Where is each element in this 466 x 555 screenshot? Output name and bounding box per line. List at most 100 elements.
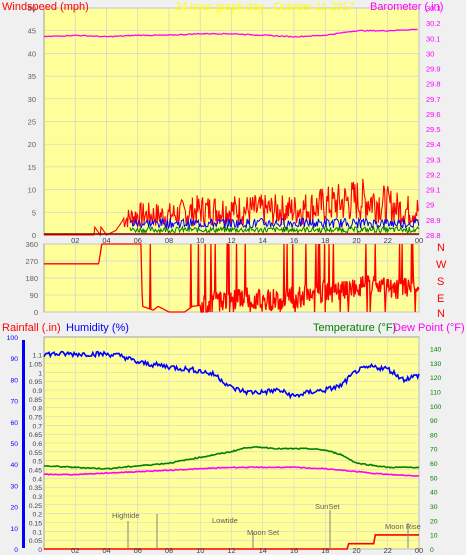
humidity-tick-label: 30 xyxy=(10,483,18,490)
rainfall-tick-label: 0.05 xyxy=(29,538,42,545)
rainfall-tick-label: 0.45 xyxy=(29,468,42,475)
barometer-tick-label: 29.1 xyxy=(426,186,441,195)
climate-x-tick-label: 06 xyxy=(134,546,142,555)
wind-x-tick-label: 04 xyxy=(102,236,110,245)
direction-letter-n-bottom: N xyxy=(437,308,445,320)
rainfall-tick-label: 0.75 xyxy=(29,415,42,422)
humidity-axis-label: Humidity (%) xyxy=(66,322,129,334)
temperature-axis-label: Temperature (°F) xyxy=(313,322,396,334)
rainfall-tick-label: 0.3 xyxy=(33,494,43,501)
rainfall-tick-label: 0.8 xyxy=(33,406,43,413)
climate-ticks: 0 0.05 0.10.15 0.2 0.25 0.3 0.35 0.40.45 0.5 0.55… xyxy=(7,335,442,555)
humidity-tick-label: 10 xyxy=(10,526,18,533)
barometer-tick-label: 30.1 xyxy=(426,34,441,43)
barometer-tick-label: 29.2 xyxy=(426,170,441,179)
rainfall-tick-label: 0.6 xyxy=(33,441,43,448)
windspeed-tick-label: 40 xyxy=(28,49,36,58)
windspeed-line xyxy=(44,178,419,237)
direction-tick-label: 180 xyxy=(25,274,38,283)
barometer-tick-label: 30.3 xyxy=(426,4,441,13)
humidity-tick-label: 70 xyxy=(10,399,18,406)
rainfall-axis-label: Rainfall (.in) xyxy=(2,322,61,334)
barometer-tick-label: 29.4 xyxy=(426,140,441,149)
temperature-tick-label: 130 xyxy=(430,361,442,368)
rainfall-tick-label: 0.25 xyxy=(29,503,42,510)
wind-x-tick-label: 00 xyxy=(415,236,423,245)
barometer-tick-label: 30 xyxy=(426,49,434,58)
rainfall-line xyxy=(44,534,419,550)
lowtide-label: Lowtide xyxy=(212,516,238,525)
humidity-tick-label: 80 xyxy=(10,377,18,384)
barometer-tick-label: 29.7 xyxy=(426,95,441,104)
wind-x-tick-label: 12 xyxy=(227,236,235,245)
wind-x-tick-label: 22 xyxy=(384,236,392,245)
climate-x-tick-label: 16 xyxy=(290,546,298,555)
wind-direction-line xyxy=(44,243,420,313)
wind-x-tick-label: 14 xyxy=(259,236,267,245)
direction-letter-s: S xyxy=(437,276,444,288)
chart-title: 24 hour graph day : October 11 2017 xyxy=(175,1,355,13)
humidity-tick-label: 40 xyxy=(10,462,18,469)
windspeed-tick-label: 20 xyxy=(28,140,36,149)
rainfall-tick-label: 0.4 xyxy=(33,476,43,483)
barometer-tick-label: 29.9 xyxy=(426,65,441,74)
wind-x-tick-label: 18 xyxy=(321,236,329,245)
rainfall-tick-label: 0 xyxy=(38,547,42,554)
temperature-tick-label: 120 xyxy=(430,375,442,382)
windspeed-tick-label: 35 xyxy=(28,72,36,81)
direction-letter-n-top: N xyxy=(437,242,445,254)
moonrise-label: Moon Rise xyxy=(385,522,421,531)
rainfall-tick-label: 0.55 xyxy=(29,450,42,457)
wind-x-tick-label: 10 xyxy=(196,236,204,245)
temperature-tick-label: 40 xyxy=(430,490,438,497)
humidity-axis-bar xyxy=(22,340,25,548)
barometer-tick-label: 29.6 xyxy=(426,110,441,119)
temperature-tick-label: 140 xyxy=(430,346,442,353)
temperature-tick-label: 10 xyxy=(430,533,438,540)
temperature-tick-label: 100 xyxy=(430,404,442,411)
temperature-tick-label: 50 xyxy=(430,475,438,482)
windspeed-tick-label: 45 xyxy=(28,27,36,36)
direction-marks xyxy=(44,243,420,313)
barometer-tick-label: 30.2 xyxy=(426,19,441,28)
rainfall-tick-label: 0.95 xyxy=(29,379,42,386)
windspeed-tick-label: 50 xyxy=(28,4,36,13)
hightide-label: Hightide xyxy=(112,511,140,520)
temperature-tick-label: 30 xyxy=(430,504,438,511)
wind-avg-line xyxy=(129,216,420,230)
humidity-line xyxy=(43,350,420,400)
wind-baro-marks xyxy=(43,28,420,237)
climate-x-tick-label: 12 xyxy=(227,546,235,555)
rainfall-tick-label: 0.5 xyxy=(33,459,43,466)
barometer-line xyxy=(43,28,418,38)
temperature-tick-label: 0 xyxy=(430,547,434,554)
rainfall-tick-label: 1.05 xyxy=(29,362,42,369)
temperature-tick-label: 20 xyxy=(430,518,438,525)
humidity-tick-label: 20 xyxy=(10,505,18,512)
rainfall-tick-label: 1.1 xyxy=(33,353,43,360)
direction-letter-w: W xyxy=(436,259,447,271)
windspeed-tick-label: 30 xyxy=(28,95,36,104)
dewpoint-line xyxy=(43,466,420,477)
direction-letter-e: E xyxy=(437,293,444,305)
windspeed-tick-label: 5 xyxy=(32,208,36,217)
humidity-tick-label: 90 xyxy=(10,356,18,363)
wind-low-line xyxy=(129,225,420,235)
climate-x-tick-label: 14 xyxy=(259,546,267,555)
direction-ticks: 0 90 180 270 360 xyxy=(25,240,38,317)
temperature-tick-label: 60 xyxy=(430,461,438,468)
direction-tick-label: 360 xyxy=(25,240,38,249)
climate-grid xyxy=(44,337,420,550)
windspeed-tick-label: 10 xyxy=(28,186,36,195)
direction-tick-label: 90 xyxy=(30,291,38,300)
astro-annotations: Hightide Lowtide Moon Set SunSet Moon Ri… xyxy=(112,502,421,548)
climate-x-tick-label: 18 xyxy=(321,546,329,555)
wind-x-tick-label: 20 xyxy=(352,236,360,245)
barometer-tick-label: 29.5 xyxy=(426,125,441,134)
temperature-tick-label: 90 xyxy=(430,418,438,425)
rainfall-tick-label: 0.65 xyxy=(29,432,42,439)
temperature-line xyxy=(43,445,420,470)
wind-x-tick-label: 08 xyxy=(165,236,173,245)
rainfall-tick-label: 1 xyxy=(38,370,42,377)
